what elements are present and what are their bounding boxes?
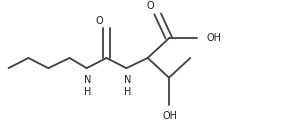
Text: N: N xyxy=(124,75,131,85)
Text: N: N xyxy=(84,75,91,85)
Text: O: O xyxy=(147,1,154,11)
Text: OH: OH xyxy=(162,111,177,121)
Text: O: O xyxy=(96,16,103,26)
Text: H: H xyxy=(84,87,91,97)
Text: OH: OH xyxy=(206,33,221,43)
Text: H: H xyxy=(124,87,131,97)
